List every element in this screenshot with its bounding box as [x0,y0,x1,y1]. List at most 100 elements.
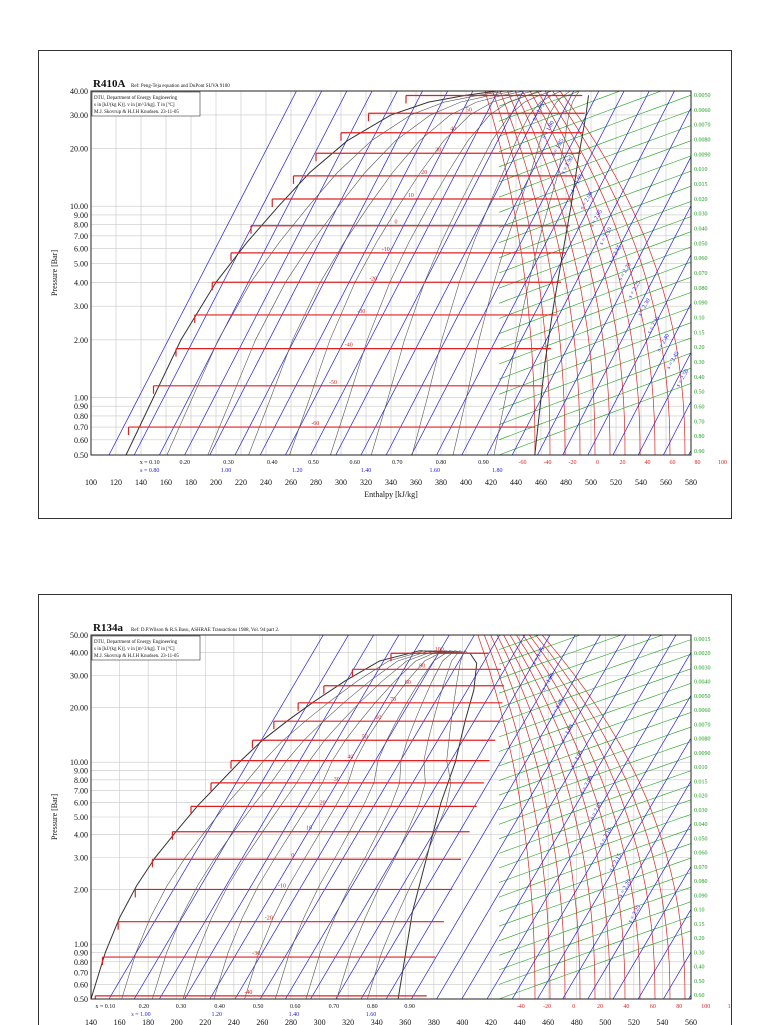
superheat-temp-label: 40 [645,460,651,466]
quality-label: 0.70 [329,1004,340,1010]
isochore-line [498,91,581,122]
entropy-diag-label: s = 2.10 [599,827,614,847]
isentrope-line [184,91,373,455]
entropy-label: 1.20 [292,468,303,474]
volume-label: 0.020 [694,197,708,203]
superheat-temp-label: -20 [543,1004,551,1010]
r410a-ph-diagram: -60 -50 -40 -30 -20 -10 0 10 20 30 40 50 60 40.00 30.0… [50,78,731,499]
y-tick-label: 0.50 [74,995,88,1004]
plot-frame [90,90,692,456]
isochore-line [498,185,691,259]
volume-label: 0.0060 [694,708,711,714]
quality-label: 0.80 [436,460,447,466]
y-tick-label: 10.00 [70,202,88,211]
isochore-line [498,814,691,883]
x-tick-label: 120 [110,478,122,487]
x-tick-label: 300 [335,478,347,487]
entropy-label: 1.60 [430,468,441,474]
y-tick-label: 8.00 [74,221,88,230]
superheat-temp-label: 100 [718,460,727,466]
superheat-temp-label: 40 [623,1004,629,1010]
isotherm-superheat-line [490,635,566,999]
isochore-line [498,799,691,869]
isotherm-label: -20 [265,916,273,922]
y-tick-label: 0.80 [74,958,88,967]
isotherm-superheat-line [522,91,611,455]
isentrope-line [133,635,349,999]
chart-title: R410A [93,78,125,90]
volume-label: 0.050 [694,241,708,247]
volume-label: 0.010 [694,167,708,173]
x-tick-label: 320 [342,1018,354,1025]
y-tick-label: 4.00 [74,831,88,840]
isentrope-line [587,253,691,455]
volume-label: 0.80 [694,434,705,440]
isentrope-line [385,91,575,455]
volume-label: 0.60 [694,993,705,999]
isochore-line [498,916,691,985]
entropy-label: s = 1.00 [131,1012,150,1018]
isentrope-line [486,651,691,999]
isochore-line [498,322,691,395]
y-tick-label: 0.80 [74,412,88,421]
x-tick-label: 540 [635,478,647,487]
quality-line [336,650,466,999]
quality-line [367,650,468,999]
isotherm-label: 30 [334,777,340,783]
x-tick-label: 220 [199,1018,211,1025]
isentrope-line [360,635,576,999]
isotherm-superheat-line [484,91,536,455]
quality-label: 0.90 [478,460,489,466]
info-box [91,635,201,661]
isochore-line [498,784,691,854]
x-tick-label: 180 [185,478,197,487]
isotherm-superheat-line [522,635,641,999]
chart-title: R134a [93,622,123,634]
isentrope-line [486,91,675,455]
isentrope-line [436,91,625,455]
isochore-line [498,741,691,810]
isotherm-superheat-line [535,635,671,999]
volume-label: 0.0020 [694,651,711,657]
x-tick-label: 280 [310,478,322,487]
isochore-line [498,843,691,912]
isochore-line [498,91,663,152]
isotherm-superheat-line [492,91,551,455]
x-axis-label: Enthalpy [kJ/kg] [364,490,418,499]
isentrope-line [360,91,549,455]
volume-label: 0.030 [694,808,708,814]
volume-label: 0.015 [694,182,708,188]
isotherm-label: 50 [466,107,472,113]
isotherm-label: 80 [405,680,411,686]
y-tick-label: 20.00 [70,145,88,154]
info-line: s in [kJ/(kg K)]. v in [m^3/kg]. T in [º… [94,102,175,108]
volume-label: 0.070 [694,865,708,871]
volume-label: 0.0090 [694,751,711,757]
isentrope-line [714,91,731,455]
x-tick-label: 220 [235,478,247,487]
y-tick-label: 5.00 [74,813,88,822]
isotherm-superheat-line [496,635,581,999]
volume-label: 0.0050 [694,93,711,99]
y-tick-label: 20.00 [70,703,88,712]
x-tick-label: 560 [660,478,672,487]
y-tick-label: 2.00 [74,885,88,894]
entropy-diag-label: s = 1.75 [532,102,547,122]
volume-label: 0.10 [694,908,705,914]
y-tick-label: 1.00 [74,393,88,402]
isentrope-line [436,635,652,999]
x-tick-label: 260 [285,478,297,487]
isochore-line [498,886,691,956]
volume-label: 0.060 [694,851,708,857]
isotherm-label: -50 [329,380,337,386]
x-tick-label: 420 [485,478,497,487]
isochore-line [498,639,691,709]
y-axis-label: Pressure [Bar] [50,794,59,840]
isentrope-line [562,780,691,999]
volume-label: 0.0060 [694,108,711,114]
x-tick-label: 240 [260,478,272,487]
y-tick-label: 4.00 [74,278,88,287]
isentrope-line [209,635,425,999]
chart-reference: Ref: Peng-Teja equation and DuPont SUVA … [131,84,230,89]
isentrope-line [234,91,423,455]
